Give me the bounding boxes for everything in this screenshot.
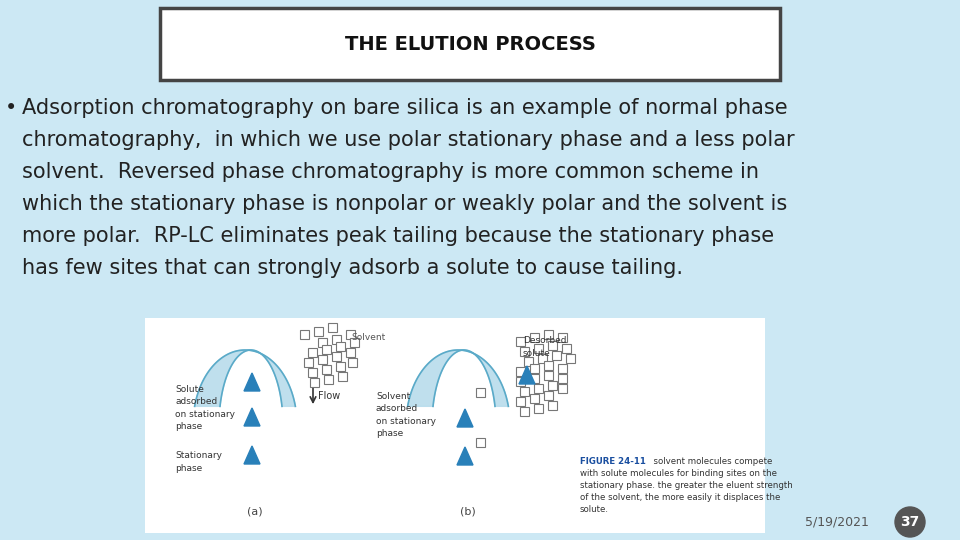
Text: of the solvent, the more easily it displaces the: of the solvent, the more easily it displ… xyxy=(580,493,780,502)
Bar xyxy=(332,335,341,344)
Bar xyxy=(544,361,553,370)
Bar xyxy=(548,341,557,350)
Bar xyxy=(336,362,345,371)
Bar xyxy=(350,338,359,347)
Bar xyxy=(524,357,533,366)
Bar xyxy=(558,374,567,383)
Bar xyxy=(552,351,561,360)
Bar xyxy=(534,384,543,393)
Bar xyxy=(324,375,333,384)
Bar xyxy=(516,377,525,386)
Bar xyxy=(348,358,357,367)
Bar xyxy=(328,323,337,332)
Bar xyxy=(548,381,557,390)
Text: Desorbed
solute: Desorbed solute xyxy=(523,336,566,357)
Text: THE ELUTION PROCESS: THE ELUTION PROCESS xyxy=(345,35,595,53)
Polygon shape xyxy=(408,350,509,406)
Polygon shape xyxy=(244,446,260,464)
Bar xyxy=(338,372,347,381)
Bar xyxy=(332,352,341,361)
Text: Solvent
adsorbed
on stationary
phase: Solvent adsorbed on stationary phase xyxy=(376,392,436,438)
Bar xyxy=(548,401,557,410)
Circle shape xyxy=(895,507,925,537)
Bar xyxy=(308,368,317,377)
Bar xyxy=(476,438,485,447)
Bar xyxy=(534,344,543,353)
Text: (a): (a) xyxy=(247,507,263,517)
Text: solvent molecules compete: solvent molecules compete xyxy=(648,457,773,466)
Text: solvent.  Reversed phase chromatography is more common scheme in: solvent. Reversed phase chromatography i… xyxy=(22,162,759,182)
Bar xyxy=(318,338,327,347)
Bar xyxy=(562,344,571,353)
Text: Stationary
phase: Stationary phase xyxy=(175,451,222,472)
Polygon shape xyxy=(457,447,473,465)
Text: Adsorption chromatography on bare silica is an example of normal phase: Adsorption chromatography on bare silica… xyxy=(22,98,787,118)
Bar xyxy=(558,364,567,373)
Bar xyxy=(530,394,539,403)
Text: •: • xyxy=(5,98,17,118)
Bar xyxy=(530,364,539,373)
Bar xyxy=(516,367,525,376)
Bar xyxy=(322,345,331,354)
Bar xyxy=(304,358,313,367)
Bar xyxy=(544,371,553,380)
Text: has few sites that can strongly adsorb a solute to cause tailing.: has few sites that can strongly adsorb a… xyxy=(22,258,683,278)
Text: Flow: Flow xyxy=(318,391,340,401)
Bar xyxy=(558,333,567,342)
Text: 5/19/2021: 5/19/2021 xyxy=(805,516,869,529)
Bar xyxy=(346,348,355,357)
Bar xyxy=(544,330,553,339)
Bar xyxy=(310,378,319,387)
Bar xyxy=(520,387,529,396)
Polygon shape xyxy=(244,408,260,426)
Bar xyxy=(145,318,765,533)
Text: Solvent: Solvent xyxy=(351,333,385,341)
Text: chromatography,  in which we use polar stationary phase and a less polar: chromatography, in which we use polar st… xyxy=(22,130,795,150)
Bar xyxy=(308,348,317,357)
Bar xyxy=(516,397,525,406)
Bar xyxy=(520,347,529,356)
Polygon shape xyxy=(195,350,296,406)
Polygon shape xyxy=(244,373,260,391)
Text: stationary phase. the greater the eluent strength: stationary phase. the greater the eluent… xyxy=(580,481,793,490)
Bar xyxy=(314,327,323,336)
Bar xyxy=(538,354,547,363)
Bar xyxy=(534,404,543,413)
Bar xyxy=(318,355,327,364)
Text: solute.: solute. xyxy=(580,505,609,514)
Bar xyxy=(336,342,345,351)
Bar xyxy=(530,333,539,342)
Text: FIGURE 24-11: FIGURE 24-11 xyxy=(580,457,646,466)
Bar xyxy=(346,330,355,339)
Text: (b): (b) xyxy=(460,507,476,517)
Text: Solute
adsorbed
on stationary
phase: Solute adsorbed on stationary phase xyxy=(175,384,235,431)
Bar xyxy=(516,337,525,346)
Bar xyxy=(530,374,539,383)
Text: which the stationary phase is nonpolar or weakly polar and the solvent is: which the stationary phase is nonpolar o… xyxy=(22,194,787,214)
Bar xyxy=(566,354,575,363)
Bar xyxy=(544,391,553,400)
Text: with solute molecules for binding sites on the: with solute molecules for binding sites … xyxy=(580,469,777,478)
FancyBboxPatch shape xyxy=(160,8,780,80)
Bar xyxy=(520,407,529,416)
Polygon shape xyxy=(457,409,473,427)
Bar xyxy=(476,388,485,397)
Bar xyxy=(300,330,309,339)
Polygon shape xyxy=(519,366,535,384)
Bar xyxy=(322,365,331,374)
Text: more polar.  RP-LC eliminates peak tailing because the stationary phase: more polar. RP-LC eliminates peak tailin… xyxy=(22,226,774,246)
Text: 37: 37 xyxy=(900,515,920,529)
Bar xyxy=(558,384,567,393)
